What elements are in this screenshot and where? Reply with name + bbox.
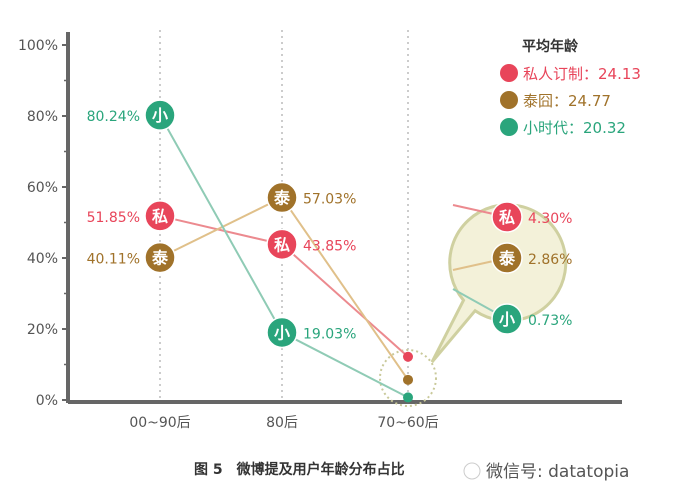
data-label: 4.30% <box>528 211 572 227</box>
data-point-marker <box>144 99 176 131</box>
data-point-dot <box>403 392 413 403</box>
y-tick-label: 100% <box>18 38 58 54</box>
marker-label: 泰 <box>273 189 291 208</box>
data-point-marker <box>144 200 176 232</box>
watermark: 微信号: datatopia <box>486 462 629 482</box>
data-label: 43.85% <box>303 238 356 254</box>
marker-label: 私 <box>499 208 515 227</box>
legend-swatch <box>500 91 518 109</box>
x-tick-label: 70~60后 <box>377 415 438 431</box>
data-point-dot <box>403 374 413 385</box>
data-point-marker <box>144 241 176 274</box>
callout-marker <box>491 303 523 335</box>
data-label: 40.11% <box>87 252 140 268</box>
marker-label: 泰 <box>498 249 516 268</box>
callout-marker <box>491 201 523 233</box>
data-point-marker <box>266 316 298 349</box>
y-tick-label: 60% <box>27 180 58 196</box>
data-label: 19.03% <box>303 326 356 342</box>
y-tick-label: 0% <box>36 393 58 409</box>
data-point-marker <box>266 181 298 214</box>
x-tick-label: 00~90后 <box>129 415 190 431</box>
marker-label: 私 <box>152 207 168 226</box>
data-point-dot <box>403 351 413 362</box>
legend-label: 私人订制：24.13 <box>523 65 641 83</box>
magnify-circle <box>379 349 437 407</box>
legend-swatch <box>500 64 518 82</box>
marker-label: 小 <box>499 310 515 329</box>
y-tick-label: 80% <box>27 109 58 125</box>
data-label: 57.03% <box>303 192 356 208</box>
wechat-icon <box>463 462 481 480</box>
data-point-marker <box>266 228 298 261</box>
marker-label: 小 <box>274 323 290 342</box>
y-tick-label: 20% <box>27 322 58 338</box>
legend-title: 平均年龄 <box>522 38 579 55</box>
marker-label: 私 <box>274 235 290 254</box>
legend-label: 小时代：20.32 <box>523 119 626 137</box>
x-tick-label: 80后 <box>266 415 298 431</box>
legend-swatch <box>500 118 518 136</box>
data-label: 2.86% <box>528 252 572 268</box>
callout-marker <box>491 242 523 274</box>
marker-label: 小 <box>152 106 168 125</box>
data-label: 80.24% <box>87 109 140 125</box>
data-label: 51.85% <box>87 210 140 226</box>
y-tick-label: 40% <box>27 251 58 267</box>
data-label: 0.73% <box>528 313 572 329</box>
marker-label: 泰 <box>151 249 169 268</box>
chart-title: 图 5 微博提及用户年龄分布占比 <box>194 461 405 478</box>
legend-label: 泰囧：24.77 <box>523 92 611 110</box>
